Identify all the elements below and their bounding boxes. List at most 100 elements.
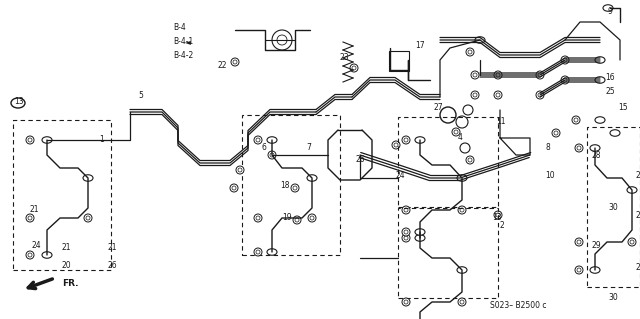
- Circle shape: [404, 236, 408, 240]
- Text: 30: 30: [608, 293, 618, 302]
- Circle shape: [238, 168, 242, 172]
- Circle shape: [577, 146, 581, 150]
- Circle shape: [233, 60, 237, 64]
- Circle shape: [86, 216, 90, 220]
- Circle shape: [402, 298, 410, 306]
- Circle shape: [471, 71, 479, 79]
- Text: 27: 27: [433, 103, 443, 113]
- Text: 22: 22: [218, 61, 227, 70]
- Circle shape: [463, 105, 473, 115]
- Circle shape: [577, 268, 581, 272]
- Circle shape: [392, 141, 400, 149]
- Text: 5: 5: [138, 91, 143, 100]
- Circle shape: [272, 30, 292, 50]
- Circle shape: [563, 58, 567, 62]
- Text: 17: 17: [415, 41, 424, 49]
- Circle shape: [84, 214, 92, 222]
- Text: FR.: FR.: [62, 279, 79, 288]
- Ellipse shape: [627, 187, 637, 193]
- Text: 11: 11: [496, 117, 506, 127]
- Circle shape: [630, 240, 634, 244]
- Ellipse shape: [610, 130, 620, 136]
- Circle shape: [231, 58, 239, 66]
- Ellipse shape: [457, 267, 467, 273]
- Circle shape: [473, 73, 477, 77]
- Text: 21: 21: [635, 211, 640, 219]
- Text: 2: 2: [500, 220, 505, 229]
- Circle shape: [561, 76, 569, 84]
- Circle shape: [26, 251, 34, 259]
- Circle shape: [468, 50, 472, 54]
- Circle shape: [26, 136, 34, 144]
- Circle shape: [254, 248, 262, 256]
- Text: 4: 4: [458, 133, 463, 143]
- Ellipse shape: [11, 98, 25, 108]
- Ellipse shape: [307, 175, 317, 181]
- Circle shape: [404, 138, 408, 142]
- Text: 6: 6: [261, 144, 266, 152]
- Circle shape: [468, 158, 472, 162]
- Circle shape: [256, 250, 260, 254]
- Circle shape: [256, 216, 260, 220]
- Circle shape: [577, 240, 581, 244]
- Circle shape: [575, 266, 583, 274]
- Circle shape: [572, 116, 580, 124]
- Ellipse shape: [595, 77, 605, 83]
- Circle shape: [574, 118, 578, 122]
- Circle shape: [254, 136, 262, 144]
- Circle shape: [404, 208, 408, 212]
- Circle shape: [628, 238, 636, 246]
- Circle shape: [458, 298, 466, 306]
- Text: B-4-1: B-4-1: [173, 38, 193, 47]
- Circle shape: [452, 128, 460, 136]
- Bar: [389, 51, 409, 71]
- Ellipse shape: [595, 57, 605, 63]
- Circle shape: [496, 213, 500, 217]
- Circle shape: [494, 91, 502, 99]
- Ellipse shape: [475, 37, 485, 43]
- Circle shape: [295, 218, 299, 222]
- Circle shape: [404, 230, 408, 234]
- Bar: [398, 117, 498, 207]
- Circle shape: [402, 228, 410, 236]
- Circle shape: [471, 91, 479, 99]
- Circle shape: [232, 186, 236, 190]
- Text: 16: 16: [605, 73, 614, 83]
- Circle shape: [575, 144, 583, 152]
- Text: 25: 25: [605, 87, 614, 97]
- Circle shape: [270, 153, 274, 157]
- Bar: [242, 115, 340, 255]
- Circle shape: [310, 216, 314, 220]
- Text: 10: 10: [545, 170, 555, 180]
- Ellipse shape: [415, 137, 425, 143]
- Text: 21: 21: [62, 243, 72, 253]
- Circle shape: [563, 78, 567, 82]
- Circle shape: [293, 186, 297, 190]
- Text: 26: 26: [355, 155, 365, 165]
- Text: 19: 19: [282, 213, 292, 222]
- Circle shape: [538, 93, 542, 97]
- Bar: [13, 120, 111, 270]
- Circle shape: [230, 184, 238, 192]
- Text: 24: 24: [395, 170, 404, 180]
- Text: 1: 1: [99, 136, 104, 145]
- Circle shape: [352, 66, 356, 70]
- Ellipse shape: [603, 5, 613, 11]
- Text: 28: 28: [592, 151, 602, 160]
- Bar: [398, 208, 498, 298]
- Ellipse shape: [595, 117, 605, 123]
- Circle shape: [554, 131, 558, 135]
- Text: B-4-2: B-4-2: [173, 50, 193, 60]
- Circle shape: [466, 48, 474, 56]
- Circle shape: [402, 206, 410, 214]
- Circle shape: [538, 73, 542, 77]
- Circle shape: [402, 234, 410, 242]
- Circle shape: [536, 91, 544, 99]
- Text: B-4: B-4: [173, 23, 186, 32]
- Ellipse shape: [42, 137, 52, 143]
- Text: 21: 21: [108, 243, 118, 253]
- Circle shape: [561, 56, 569, 64]
- Text: 30: 30: [608, 204, 618, 212]
- Circle shape: [26, 214, 34, 222]
- Circle shape: [350, 64, 358, 72]
